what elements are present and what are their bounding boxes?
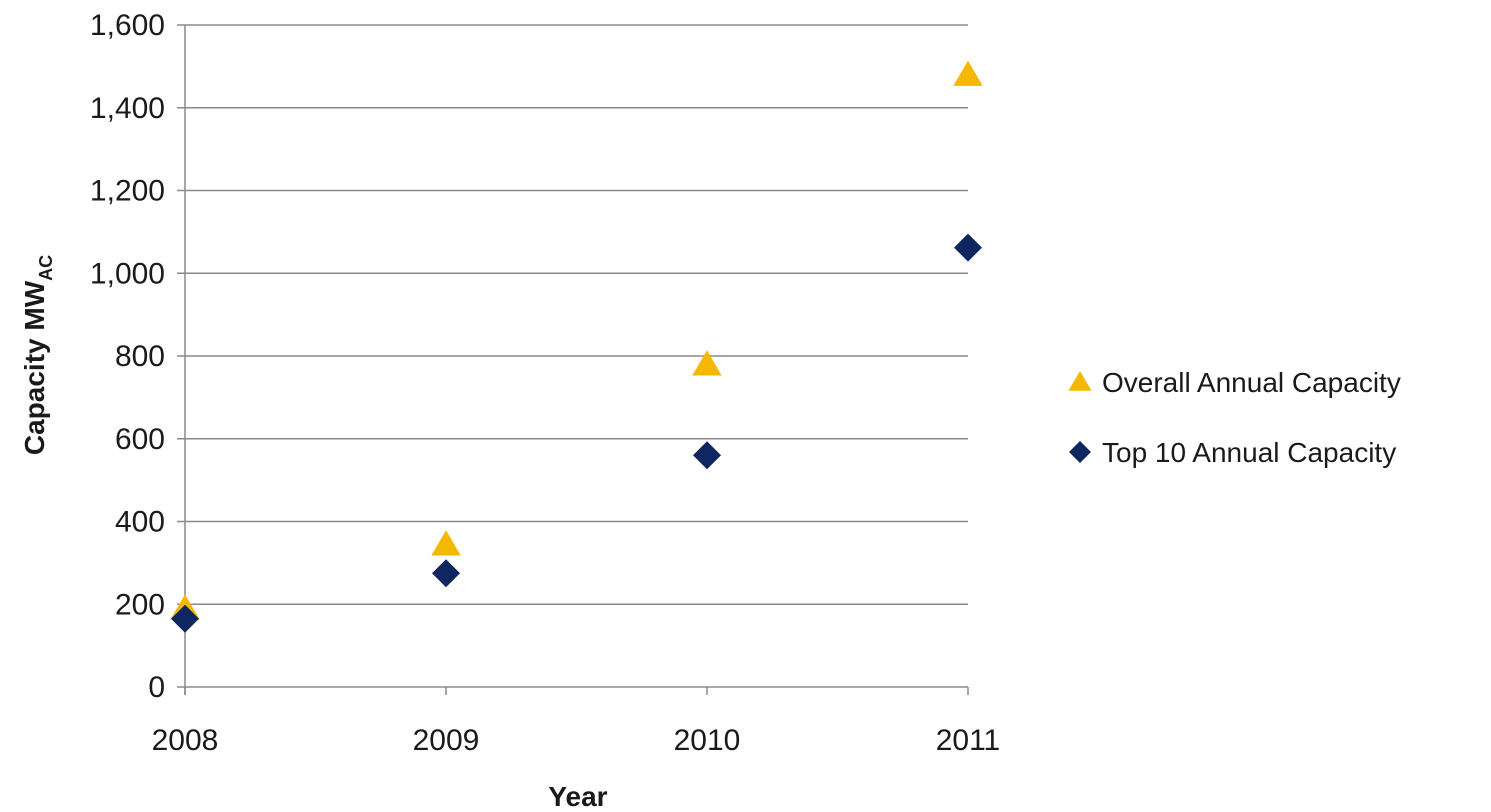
legend-label: Top 10 Annual Capacity — [1102, 437, 1396, 468]
y-tick-label: 1,400 — [90, 92, 165, 125]
y-tick-label: 800 — [115, 340, 165, 373]
overall-capacity-point — [431, 530, 461, 556]
y-tick-label: 400 — [115, 506, 165, 539]
x-tick-label: 2010 — [674, 724, 741, 757]
legend-label: Overall Annual Capacity — [1102, 367, 1401, 398]
legend: Overall Annual Capacity Top 10 Annual Cap… — [1068, 367, 1401, 468]
top10-capacity-point — [954, 233, 982, 262]
overall-capacity-point — [692, 350, 722, 376]
y-tick-label: 200 — [115, 588, 165, 621]
x-tick-label: 2008 — [152, 724, 219, 757]
y-tick-label: 1,000 — [90, 257, 165, 290]
x-tick-label: 2011 — [936, 724, 1001, 757]
legend-triangle-marker — [1068, 371, 1092, 391]
x-tick-label: 2009 — [413, 724, 480, 757]
legend-entry: Top 10 Annual Capacity — [1069, 437, 1396, 468]
y-tick-label: 600 — [115, 423, 165, 456]
overall-capacity-point — [953, 60, 983, 86]
axes — [177, 24, 969, 695]
y-tick-label: 1,200 — [90, 175, 165, 208]
top10-capacity-point — [693, 441, 721, 470]
x-axis-title: Year — [548, 781, 607, 812]
data-points — [170, 60, 983, 633]
y-tick-labels: 0 200 400 600 800 1,000 1,200 1,400 1,600 — [90, 9, 165, 704]
y-tick-label: 1,600 — [90, 9, 165, 42]
legend-diamond-marker — [1069, 441, 1091, 463]
y-tick-label: 0 — [148, 671, 165, 704]
x-tick-labels: 2008 2009 2010 2011 — [152, 724, 1001, 757]
y-axis-title-subscript: AC — [36, 255, 56, 281]
y-axis-title: Capacity MWAC — [19, 255, 56, 455]
top10-capacity-point — [432, 559, 460, 588]
gridlines — [185, 24, 968, 605]
legend-entry: Overall Annual Capacity — [1068, 367, 1401, 398]
top10-capacity-point — [171, 604, 199, 633]
y-axis-title-main: Capacity MW — [19, 280, 50, 455]
